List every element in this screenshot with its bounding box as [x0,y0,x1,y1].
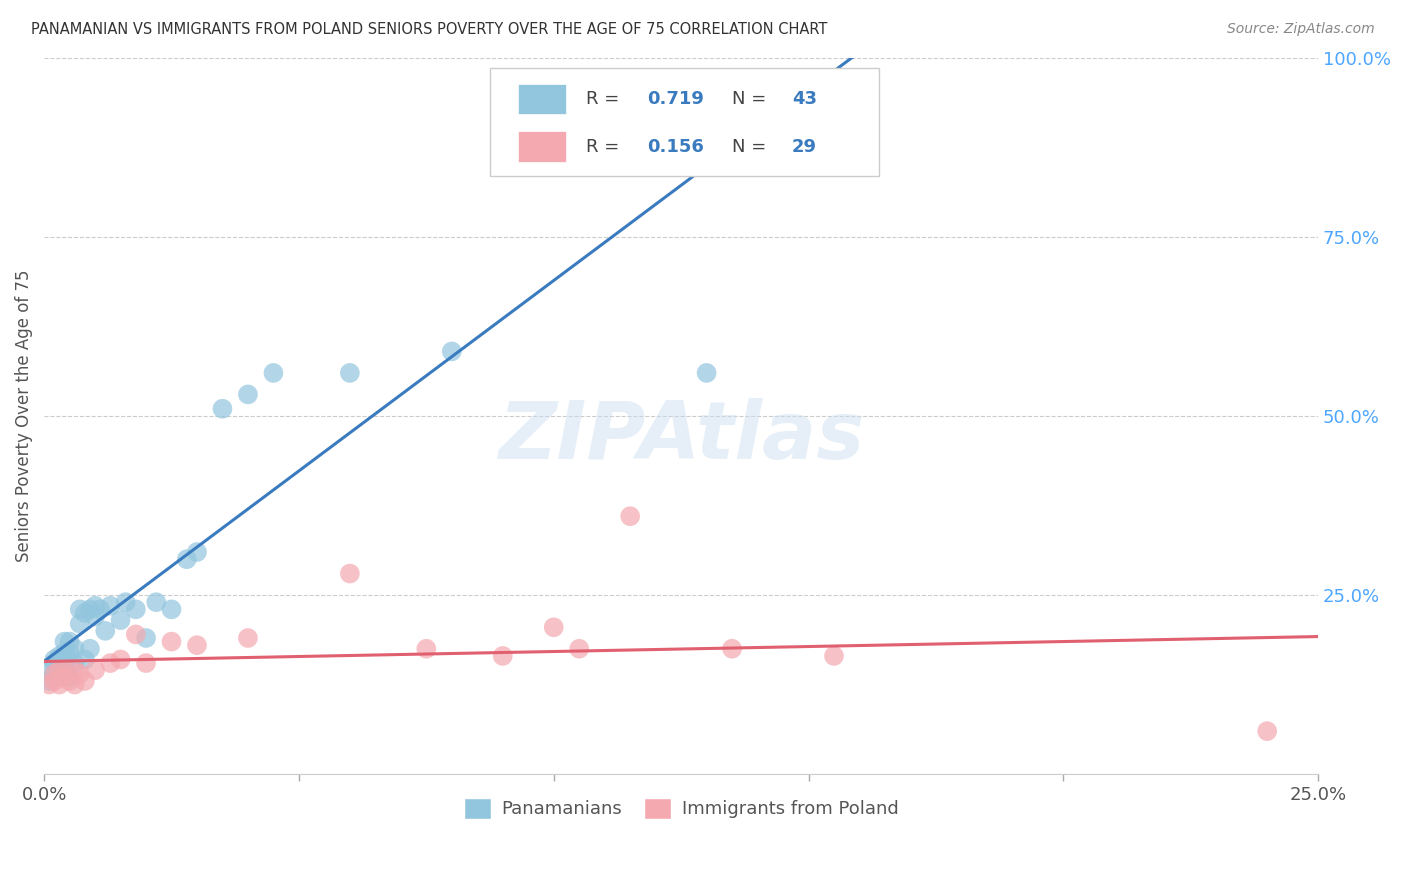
Point [44,656,66,670]
Point [48,648,70,663]
Point [53,659,76,673]
Point [53,652,76,666]
Point [619,509,641,524]
Text: N =: N = [733,137,772,155]
Point [186,638,208,652]
Point [58,645,80,659]
Text: 43: 43 [792,90,817,108]
Point [84,609,107,624]
Point [125,627,148,641]
Point [38,673,60,688]
Point [440,344,463,359]
Point [69,666,91,681]
Point [44,673,66,688]
Point [110,613,132,627]
Point [53,663,76,677]
Point [73,606,96,620]
Point [84,663,107,677]
Point [63,656,86,670]
Point [492,648,515,663]
Point [339,566,361,581]
Point [79,641,101,656]
Point [84,599,107,613]
Point [94,624,117,638]
Point [517,158,540,172]
Point [79,602,101,616]
Point [38,677,60,691]
Y-axis label: Seniors Poverty Over the Age of 75: Seniors Poverty Over the Age of 75 [15,269,32,562]
Point [58,670,80,684]
Point [125,602,148,616]
Point [63,677,86,691]
Text: 0.719: 0.719 [647,90,703,108]
Point [48,663,70,677]
Point [110,652,132,666]
Point [568,641,591,656]
Point [160,634,183,648]
Point [114,595,136,609]
Point [145,595,167,609]
Point [89,602,111,616]
Point [696,366,718,380]
Point [38,663,60,677]
Text: R =: R = [585,90,624,108]
Point [236,631,259,645]
Point [823,648,845,663]
Point [58,634,80,648]
Point [48,677,70,691]
Point [98,599,121,613]
Point [186,545,208,559]
Point [1256,724,1278,739]
Point [543,620,565,634]
Point [211,401,233,416]
FancyBboxPatch shape [517,131,567,161]
Text: Source: ZipAtlas.com: Source: ZipAtlas.com [1227,22,1375,37]
Point [73,673,96,688]
FancyBboxPatch shape [517,84,567,114]
Point [69,616,91,631]
Point [63,663,86,677]
Point [44,666,66,681]
Point [53,670,76,684]
Text: PANAMANIAN VS IMMIGRANTS FROM POLAND SENIORS POVERTY OVER THE AGE OF 75 CORRELAT: PANAMANIAN VS IMMIGRANTS FROM POLAND SEN… [31,22,827,37]
Point [44,666,66,681]
Point [69,602,91,616]
Point [160,602,183,616]
Point [53,645,76,659]
Point [58,673,80,688]
Text: N =: N = [733,90,772,108]
Point [63,641,86,656]
Point [262,366,284,380]
Text: ZIPAtlas: ZIPAtlas [498,399,865,476]
Text: 0.156: 0.156 [647,137,703,155]
Text: 29: 29 [792,137,817,155]
Point [236,387,259,401]
Point [176,552,198,566]
Point [44,652,66,666]
Point [53,634,76,648]
Legend: Panamanians, Immigrants from Poland: Panamanians, Immigrants from Poland [457,790,905,826]
FancyBboxPatch shape [491,69,879,176]
Point [73,652,96,666]
Text: R =: R = [585,137,624,155]
Point [98,656,121,670]
Point [135,631,157,645]
Point [48,663,70,677]
Point [415,641,437,656]
Point [339,366,361,380]
Point [48,656,70,670]
Point [721,641,744,656]
Point [135,656,157,670]
